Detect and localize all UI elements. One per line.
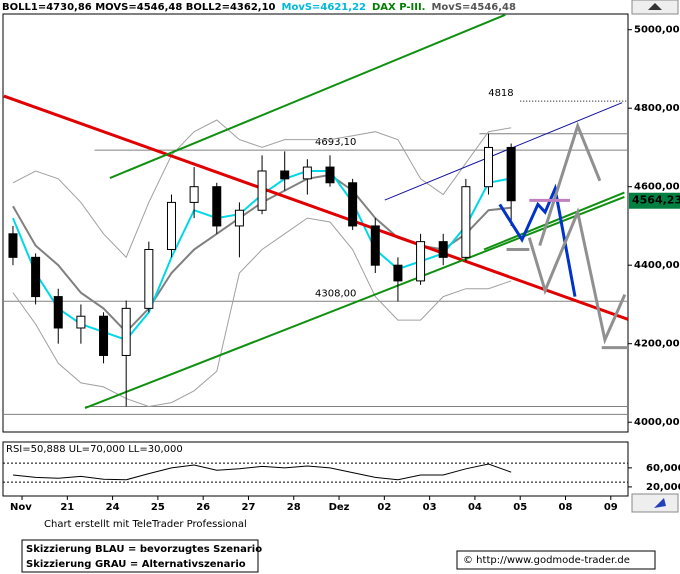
main-plot: 4693,10 4308,00 4818 [3,14,628,415]
y-tick-label: 5000,00 [634,25,680,36]
rsi-line [12,463,512,481]
x-tick-label: 08 [559,502,573,513]
candle-body [144,248,154,309]
note: Skizzierung BLAU = bevorzugtes Szenario [26,544,262,555]
x-tick-label: 02 [377,502,391,513]
x-tick-label: Nov [10,502,32,513]
trend-line [483,191,625,251]
copyright: © http://www.godmode-trader.de [463,555,630,566]
rsi-panel [2,441,629,497]
trend-line [84,195,625,409]
main-panel [2,13,629,433]
current-price-label: 4564,23 [632,194,680,207]
rsi-plot [3,462,628,483]
zoom-button[interactable] [631,493,679,513]
candle-body [257,170,267,211]
copyright-box [456,550,656,570]
x-tick-label: 28 [287,502,301,513]
candle-body [76,315,86,329]
trend-line [109,14,506,179]
indicator-line [12,119,512,259]
x-tick-label: 25 [151,502,165,513]
x-tick-label: 26 [196,502,210,513]
candle-body [484,146,494,188]
y-tick-label: 4800,00 [634,103,680,114]
y-tick-label: 4400,00 [634,260,680,271]
candle-body [53,296,63,329]
y-tick-label: 60,000 [646,463,680,474]
x-tick-label: 24 [106,502,120,513]
scenario-path [538,121,602,247]
current-price-box [629,192,680,209]
legend-entry: BOLL1=4730,86 MOVS=4546,48 BOLL2=4362,10 [2,2,276,13]
level-label: 4693,10 [315,137,356,148]
trend-line [3,94,628,321]
candle-body [166,201,176,250]
x-tick-label: 27 [242,502,256,513]
candle-body [302,166,312,180]
candle-body [416,241,426,282]
x-tick-label: 05 [513,502,527,513]
x-tick-label: 21 [60,502,74,513]
credit: Chart erstellt mit TeleTrader Profession… [44,519,247,530]
rsi-title: RSI=50,888 UL=70,000 LL=30,000 [6,444,183,455]
candle-body [348,182,358,227]
legend-entry: MovS=4546,48 [431,2,516,13]
candle-body [189,186,199,203]
candle-body [31,256,41,298]
note: Skizzierung GRAU = Alternativszenario [26,559,246,570]
candle-body [438,241,448,258]
y-tick-label: 4200,00 [634,339,680,350]
legend-entry: MovS=4621,22 [282,2,367,13]
note-box [21,539,259,573]
candle-body [325,166,335,184]
legend: BOLL1=4730,86 MOVS=4546,48 BOLL2=4362,10… [2,2,516,13]
candle-body [393,264,403,282]
level-label: 4818 [488,88,513,99]
candle-body [234,209,244,227]
trend-line [384,102,623,201]
legend-entry: DAX P-III. [372,2,426,13]
x-tick-label: Dez [329,502,350,513]
arrow-icon [654,498,666,508]
candle-body [506,146,516,202]
scenario-path [527,207,627,345]
indicator-line [12,217,512,408]
candle-body [280,170,290,180]
y-tick-label: 4000,00 [634,417,680,428]
candle-body [121,307,131,356]
y-tick-label: 4600,00 [634,182,680,193]
x-tick-label: 09 [604,502,618,513]
candle-body [461,186,471,258]
x-tick-label: 04 [468,502,482,513]
candle-body [370,225,380,266]
x-tick-label: 03 [423,502,437,513]
candle-body [99,315,109,356]
y-tick-label: 20,000 [646,482,680,493]
level-label: 4308,00 [315,288,356,299]
candle-body [8,233,18,258]
arrow-icon [648,3,662,10]
candle-body [212,186,222,227]
scenario-path [498,183,577,297]
